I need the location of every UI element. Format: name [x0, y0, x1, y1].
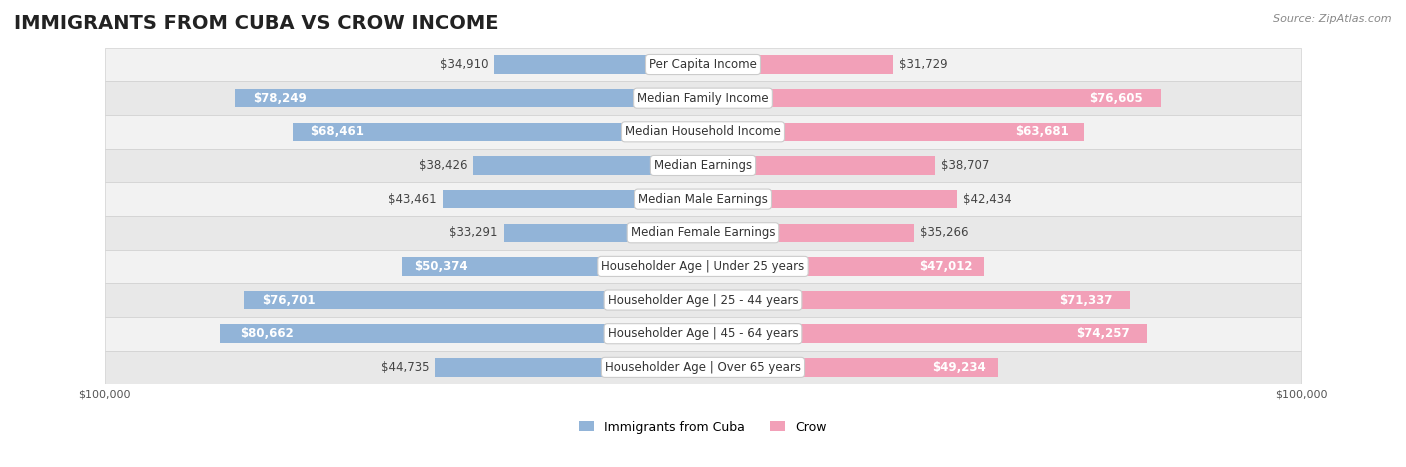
FancyBboxPatch shape [703, 257, 984, 276]
Text: Median Household Income: Median Household Income [626, 125, 780, 138]
FancyBboxPatch shape [104, 283, 1302, 317]
Text: $74,257: $74,257 [1076, 327, 1129, 340]
Text: $38,707: $38,707 [941, 159, 988, 172]
FancyBboxPatch shape [235, 89, 703, 107]
FancyBboxPatch shape [221, 325, 703, 343]
Text: $50,374: $50,374 [413, 260, 467, 273]
Text: $63,681: $63,681 [1015, 125, 1069, 138]
FancyBboxPatch shape [494, 55, 703, 74]
Text: Median Family Income: Median Family Income [637, 92, 769, 105]
Text: IMMIGRANTS FROM CUBA VS CROW INCOME: IMMIGRANTS FROM CUBA VS CROW INCOME [14, 14, 499, 33]
Text: $43,461: $43,461 [388, 192, 437, 205]
FancyBboxPatch shape [436, 358, 703, 376]
Text: $76,605: $76,605 [1090, 92, 1143, 105]
FancyBboxPatch shape [703, 89, 1161, 107]
FancyBboxPatch shape [104, 351, 1302, 384]
Text: Per Capita Income: Per Capita Income [650, 58, 756, 71]
FancyBboxPatch shape [703, 190, 957, 208]
Text: $71,337: $71,337 [1059, 294, 1112, 306]
FancyBboxPatch shape [703, 122, 1084, 141]
Text: $35,266: $35,266 [920, 226, 969, 239]
FancyBboxPatch shape [104, 317, 1302, 351]
Text: $33,291: $33,291 [450, 226, 498, 239]
FancyBboxPatch shape [294, 122, 703, 141]
FancyBboxPatch shape [402, 257, 703, 276]
Text: Householder Age | 25 - 44 years: Householder Age | 25 - 44 years [607, 294, 799, 306]
FancyBboxPatch shape [104, 81, 1302, 115]
Legend: Immigrants from Cuba, Crow: Immigrants from Cuba, Crow [574, 416, 832, 439]
Text: Householder Age | 45 - 64 years: Householder Age | 45 - 64 years [607, 327, 799, 340]
Text: $38,426: $38,426 [419, 159, 467, 172]
Text: Source: ZipAtlas.com: Source: ZipAtlas.com [1274, 14, 1392, 24]
FancyBboxPatch shape [104, 182, 1302, 216]
Text: $80,662: $80,662 [240, 327, 294, 340]
Text: Median Female Earnings: Median Female Earnings [631, 226, 775, 239]
FancyBboxPatch shape [703, 156, 935, 175]
Text: $47,012: $47,012 [920, 260, 973, 273]
Text: $68,461: $68,461 [309, 125, 364, 138]
FancyBboxPatch shape [503, 224, 703, 242]
Text: $42,434: $42,434 [963, 192, 1011, 205]
FancyBboxPatch shape [703, 224, 914, 242]
FancyBboxPatch shape [703, 325, 1147, 343]
FancyBboxPatch shape [104, 249, 1302, 283]
FancyBboxPatch shape [104, 216, 1302, 249]
FancyBboxPatch shape [703, 358, 997, 376]
Text: Householder Age | Under 25 years: Householder Age | Under 25 years [602, 260, 804, 273]
FancyBboxPatch shape [472, 156, 703, 175]
FancyBboxPatch shape [245, 291, 703, 309]
FancyBboxPatch shape [703, 291, 1130, 309]
Text: $44,735: $44,735 [381, 361, 429, 374]
FancyBboxPatch shape [104, 48, 1302, 81]
Text: $34,910: $34,910 [440, 58, 488, 71]
Text: $31,729: $31,729 [898, 58, 948, 71]
Text: $78,249: $78,249 [253, 92, 308, 105]
FancyBboxPatch shape [703, 55, 893, 74]
Text: $49,234: $49,234 [932, 361, 986, 374]
Text: Median Earnings: Median Earnings [654, 159, 752, 172]
FancyBboxPatch shape [443, 190, 703, 208]
Text: Median Male Earnings: Median Male Earnings [638, 192, 768, 205]
FancyBboxPatch shape [104, 115, 1302, 149]
Text: Householder Age | Over 65 years: Householder Age | Over 65 years [605, 361, 801, 374]
Text: $76,701: $76,701 [263, 294, 316, 306]
FancyBboxPatch shape [104, 149, 1302, 182]
